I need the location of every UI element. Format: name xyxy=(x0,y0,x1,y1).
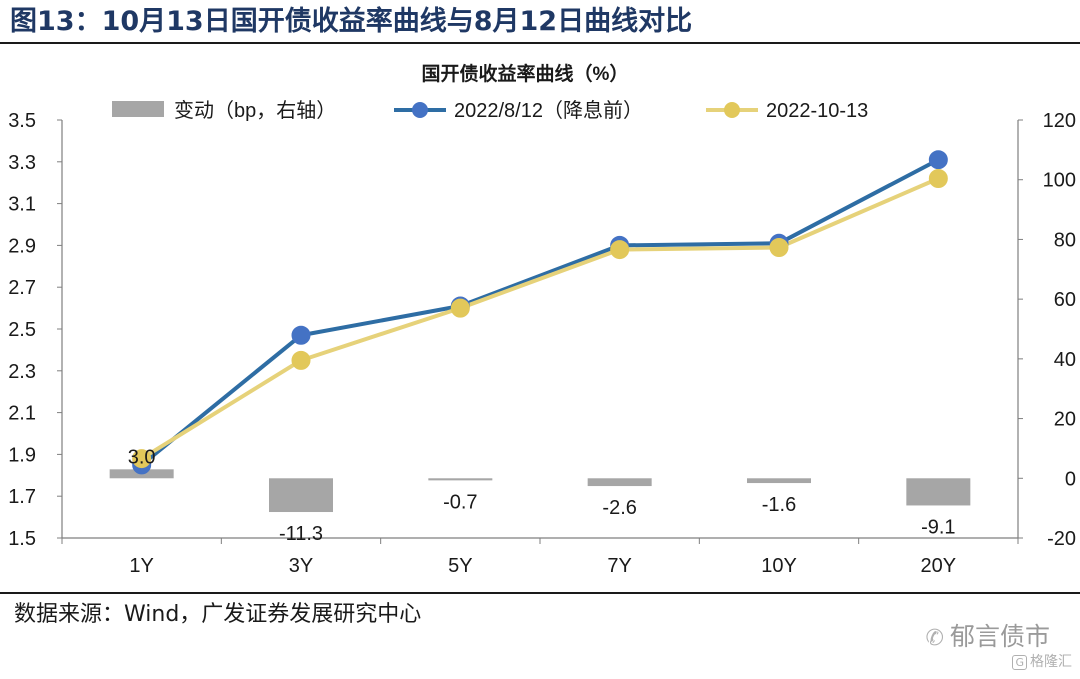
marker-2022-10-13 xyxy=(769,237,789,257)
left-tick-label: 1.5 xyxy=(8,528,36,550)
legend-swatch-marker xyxy=(724,102,740,118)
x-tick-label: 5Y xyxy=(448,555,472,577)
legend-label: 2022/8/12（降息前） xyxy=(454,99,643,122)
x-tick-label: 20Y xyxy=(921,555,957,577)
legend-swatch-bar xyxy=(112,101,164,117)
watermark-small-text: 格隆汇 xyxy=(1030,654,1072,670)
watermark-small: G 格隆汇 xyxy=(1012,651,1072,671)
marker-2022-10-13 xyxy=(610,240,630,260)
watermark-text: 郁言债市 xyxy=(949,622,1050,651)
change-bar xyxy=(428,478,493,481)
marker-2022-10-13 xyxy=(928,169,948,189)
left-tick-label: 2.5 xyxy=(8,319,36,341)
right-tick-label: 120 xyxy=(1043,110,1076,132)
bar-data-label: -0.7 xyxy=(443,491,477,513)
left-tick-label: 2.9 xyxy=(8,235,36,257)
left-tick-label: 2.3 xyxy=(8,361,36,383)
g-logo-icon: G xyxy=(1012,655,1027,670)
marker-2022-08-12 xyxy=(928,150,948,170)
change-bar xyxy=(269,478,333,513)
left-tick-label: 1.7 xyxy=(8,486,36,508)
bar-series xyxy=(109,469,971,513)
left-tick-label: 3.1 xyxy=(8,194,36,216)
source-note: 数据来源：Wind，广发证券发展研究中心 xyxy=(14,602,422,627)
right-tick-label: 100 xyxy=(1043,170,1076,192)
x-tick-label: 3Y xyxy=(289,555,313,577)
bar-data-label: -1.6 xyxy=(762,494,796,516)
bar-data-label: -2.6 xyxy=(602,497,636,519)
top-rule xyxy=(0,42,1080,44)
wechat-icon: ✆ xyxy=(925,626,944,651)
chart: 国开债收益率曲线（%） 变动（bp，右轴） 2022/8/12（降息前） 2022-… xyxy=(8,62,1076,577)
right-tick-label: 80 xyxy=(1054,229,1076,251)
watermark: ✆ 郁言债市 xyxy=(926,617,1050,653)
left-tick-label: 3.3 xyxy=(8,152,36,174)
marker-2022-10-13 xyxy=(450,298,470,318)
right-tick-label: -20 xyxy=(1047,528,1076,550)
marker-2022-10-13 xyxy=(291,350,311,370)
marker-2022-10-13 xyxy=(132,449,152,469)
bar-data-label: -9.1 xyxy=(921,516,955,538)
line-2022-10-13 xyxy=(140,176,940,461)
change-bar xyxy=(587,478,652,487)
axes: 1.5 1.7 1.9 2.1 2.3 2.5 2.7 2.9 3.1 3.3 3.5 -20 0 20 4… xyxy=(8,110,1076,577)
figure-title: 图13：10月13日国开债收益率曲线与8月12日曲线对比 xyxy=(10,6,693,37)
line-series xyxy=(132,150,948,475)
x-tick-label: 7Y xyxy=(607,555,631,577)
change-bar xyxy=(747,478,811,484)
x-tick-label: 10Y xyxy=(761,555,797,577)
legend-label: 2022-10-13 xyxy=(766,100,868,122)
legend-label: 变动（bp，右轴） xyxy=(174,99,336,122)
change-bar xyxy=(906,478,971,506)
chart-title: 国开债收益率曲线（%） xyxy=(422,62,629,85)
right-tick-label: 20 xyxy=(1054,409,1076,431)
legend: 变动（bp，右轴） 2022/8/12（降息前） 2022-10-13 xyxy=(112,99,868,122)
bar-data-label: -11.3 xyxy=(279,523,323,545)
x-tick-label: 1Y xyxy=(129,555,153,577)
right-tick-label: 0 xyxy=(1065,468,1076,490)
left-tick-label: 2.1 xyxy=(8,403,36,425)
left-tick-label: 1.9 xyxy=(8,444,36,466)
line-2022-08-12 xyxy=(140,157,940,467)
right-tick-label: 40 xyxy=(1054,349,1076,371)
legend-swatch-marker xyxy=(412,102,428,118)
bar-data-label: 3.0 xyxy=(128,446,156,468)
bottom-rule xyxy=(0,592,1080,594)
data-labels: 3.0 -11.3 -0.7 -2.6 -1.6 -9.1 xyxy=(128,446,956,545)
right-tick-label: 60 xyxy=(1054,289,1076,311)
left-tick-label: 3.5 xyxy=(8,110,36,132)
marker-2022-08-12 xyxy=(291,325,311,345)
left-tick-label: 2.7 xyxy=(8,277,36,299)
